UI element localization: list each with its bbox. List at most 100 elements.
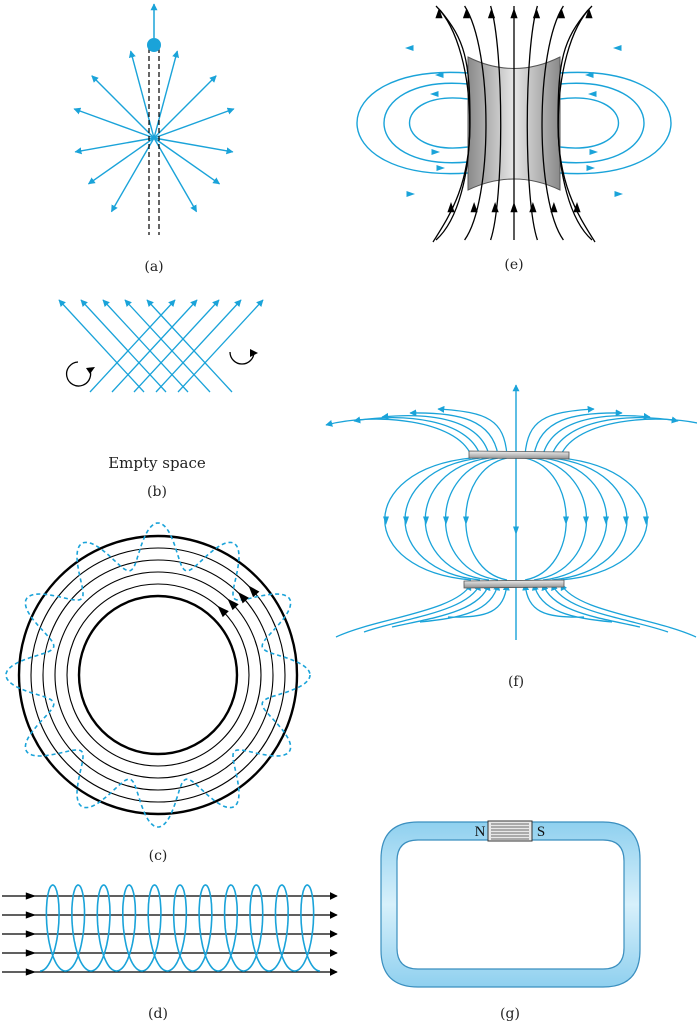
panel-a-caption: (a) — [144, 259, 163, 275]
top-fan-line — [325, 418, 472, 456]
field-line-up-right — [155, 299, 242, 393]
panel-b-caption: (b) — [147, 484, 167, 500]
bottom-fan-line — [551, 583, 669, 633]
through-line — [557, 9, 596, 243]
loop-arrow — [585, 72, 594, 78]
toroid-ring — [30, 547, 286, 803]
panel-g-south-label: S — [537, 824, 545, 840]
panel-a-charge-dot — [147, 38, 161, 52]
ray-line — [153, 137, 198, 213]
through-line — [464, 5, 487, 241]
through-line — [432, 9, 471, 243]
through-arrow-top — [510, 8, 518, 19]
toroid-ring — [54, 571, 262, 779]
through-line — [541, 5, 564, 241]
side-arrow — [563, 516, 569, 525]
bottom-fan-line — [419, 583, 501, 623]
panel-g: N S (g) — [380, 820, 641, 1022]
panel-c-caption: (c) — [149, 848, 168, 864]
bottom-fan-line — [363, 583, 481, 633]
loop-arrow — [614, 191, 623, 197]
loop-arrow — [613, 45, 622, 51]
side-loop-line — [465, 457, 508, 581]
loop-line — [559, 71, 672, 175]
panel-f-lower-plate — [463, 579, 565, 589]
panel-f-upper-plate — [468, 450, 570, 460]
loop-line — [408, 97, 469, 149]
field-line-up-left — [146, 299, 233, 393]
top-fan-line — [409, 409, 499, 456]
panel-c-field-arrows — [217, 585, 260, 618]
ray-line — [153, 50, 180, 139]
loop-arrow — [586, 165, 595, 171]
bottom-fan-line — [560, 583, 697, 638]
side-arrow — [463, 516, 469, 525]
field-arrow — [25, 911, 36, 919]
ray-line — [74, 137, 155, 155]
through-line — [435, 5, 471, 241]
loop-line — [356, 71, 469, 175]
loop-arrow — [430, 91, 439, 97]
toroid-ring — [42, 559, 274, 791]
field-arrow — [248, 585, 260, 598]
panel-e: (e) — [356, 5, 672, 273]
through-arrow-top — [585, 8, 593, 19]
side-arrow — [603, 516, 609, 525]
panel-d-caption: (d) — [148, 1006, 168, 1022]
panel-e-caption: (e) — [504, 257, 523, 273]
field-line-up-right — [133, 299, 220, 393]
panel-f-caption: (f) — [508, 674, 524, 690]
through-arrow-bottom — [470, 202, 478, 213]
bottom-fan-line — [391, 583, 491, 628]
panel-g-magnet-lines — [491, 823, 529, 840]
loop-arrow — [406, 191, 415, 197]
side-loop-line — [524, 457, 567, 581]
through-arrow-bottom — [550, 202, 558, 213]
field-line-up-left — [58, 299, 145, 393]
field-line-up-left — [124, 299, 211, 393]
bottom-fan-line — [522, 583, 585, 618]
ray-line — [153, 107, 235, 139]
panel-f-field-lines — [325, 384, 697, 640]
loop-line — [559, 82, 645, 164]
through-line — [489, 5, 502, 241]
toroid-ring — [17, 534, 299, 816]
toroid-ring — [77, 594, 239, 756]
panel-c-rings — [17, 534, 299, 816]
through-arrow-bottom — [447, 202, 455, 213]
side-arrow — [423, 516, 429, 525]
top-fan-line — [381, 412, 490, 456]
through-line — [526, 5, 539, 241]
panel-c-winding — [5, 522, 311, 828]
through-arrow-bottom — [491, 202, 499, 213]
panel-a-field-lines — [73, 50, 235, 213]
panel-a: (a) — [73, 3, 235, 275]
loop-arrow — [588, 91, 597, 97]
top-fan-line — [533, 409, 623, 456]
through-arrow-top — [435, 8, 443, 19]
loop-arrow — [405, 45, 414, 51]
ray-line — [110, 137, 155, 213]
field-arrow — [217, 605, 229, 618]
panel-e-loop-lines — [356, 45, 672, 197]
panel-b-label: Empty space — [108, 454, 206, 472]
top-fan-line — [437, 405, 508, 456]
panel-e-through-lines — [432, 5, 596, 243]
field-line-up-left — [80, 299, 167, 393]
through-arrow-bottom — [573, 202, 581, 213]
field-arrow — [25, 892, 36, 900]
field-line-up-right — [177, 299, 264, 393]
panel-g-caption: (g) — [500, 1006, 520, 1022]
through-arrow-top — [487, 8, 496, 19]
loop-arrow — [431, 149, 440, 155]
ray-line — [91, 75, 155, 139]
ray-line — [73, 107, 155, 139]
ray-line — [128, 50, 155, 139]
top-fan-line — [524, 405, 595, 456]
ray-line — [153, 137, 234, 155]
side-arrow — [383, 516, 389, 525]
panel-c: (c) — [5, 522, 311, 864]
through-arrow-top — [557, 8, 566, 19]
ray-line — [87, 137, 155, 185]
